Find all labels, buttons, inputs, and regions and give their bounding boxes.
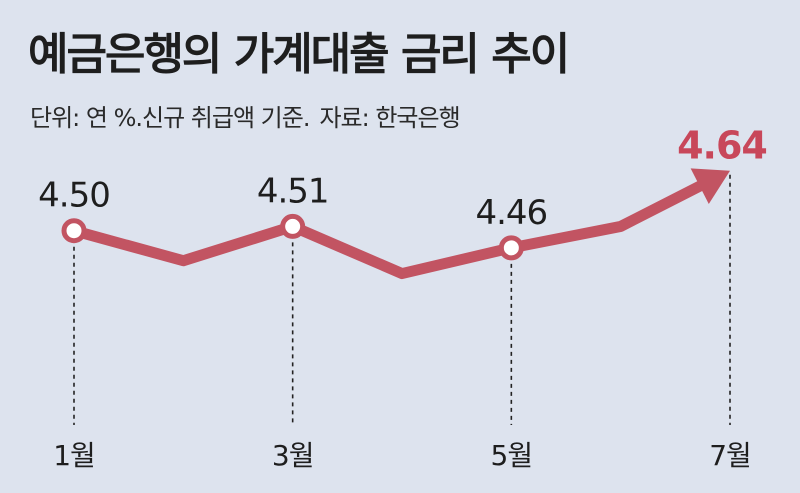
x-tick-label-m7: 7월	[709, 439, 751, 472]
x-tick-label-m3: 3월	[272, 439, 314, 472]
x-tick-label-m1: 1월	[53, 439, 95, 472]
chart-subtitle: 단위: 연 %.신규 취급액 기준. 자료: 한국은행	[30, 98, 461, 133]
chart-title: 예금은행의 가계대출 금리 추이	[28, 29, 570, 80]
data-point-m5	[498, 235, 524, 261]
value-label-m5: 4.46	[475, 193, 547, 233]
data-labels: 4.50 4.51 4.46 4.64	[38, 124, 768, 233]
series-line	[68, 168, 730, 280]
x-tick-label-m5: 5월	[491, 439, 533, 472]
x-axis-labels: 1월 3월 5월 7월	[53, 439, 752, 472]
data-points	[61, 213, 524, 261]
unit-note: 단위: 연 %.신규 취급액 기준.	[30, 104, 310, 132]
data-point-m3	[280, 213, 306, 239]
value-label-m3: 4.51	[257, 171, 329, 211]
source-note: 자료: 한국은행	[319, 104, 460, 132]
value-label-m1: 4.50	[38, 176, 110, 216]
value-label-m7: 4.64	[677, 124, 767, 168]
series-polyline	[68, 179, 707, 280]
trend-arrowhead	[690, 168, 730, 204]
data-point-m1	[61, 218, 87, 244]
guide-lines	[73, 174, 731, 425]
